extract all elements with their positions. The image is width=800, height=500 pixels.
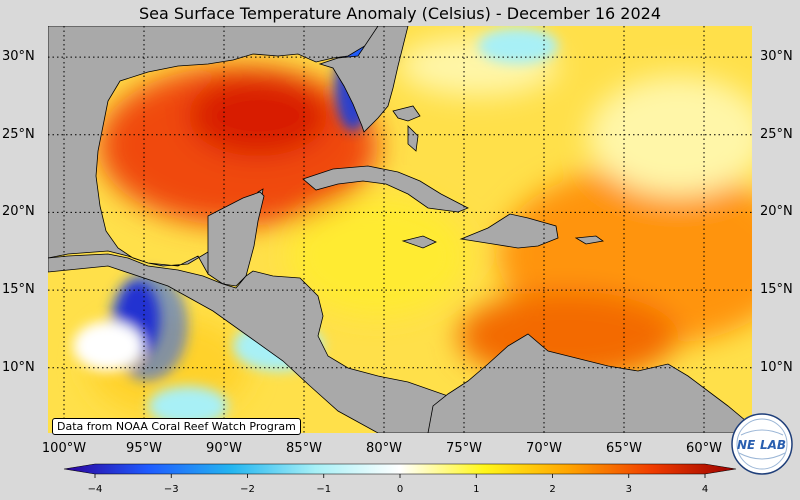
central-america-land xyxy=(48,253,449,433)
jamaica-land xyxy=(401,235,437,249)
lat-tick-label: 20°N xyxy=(2,204,35,220)
sst-anomaly-map xyxy=(48,26,752,433)
bahamas-land xyxy=(392,105,421,152)
lon-tick-label: 65°W xyxy=(606,441,642,456)
data-credit: Data from NOAA Coral Reef Watch Program xyxy=(52,418,301,435)
colorbar-tick-label: 4 xyxy=(701,484,709,495)
lat-tick-label: 20°N xyxy=(760,204,793,220)
colorbar-tick-label: 0 xyxy=(396,484,404,495)
colorbar-tick-label: 3 xyxy=(625,484,632,495)
lon-tick-label: 60°W xyxy=(686,441,722,456)
lat-tick-label: 25°N xyxy=(760,126,793,142)
lon-tick-label: 100°W xyxy=(41,441,87,456)
colorbar-bar xyxy=(63,463,737,475)
land xyxy=(48,26,752,433)
colorbar xyxy=(63,463,737,478)
puerto-rico-land xyxy=(574,235,605,245)
lon-tick-label: 85°W xyxy=(286,441,322,456)
anomaly-field xyxy=(88,36,752,416)
colorbar-tick-label: −2 xyxy=(240,484,255,495)
lat-tick-label: 15°N xyxy=(2,282,35,298)
yucatan-land xyxy=(207,191,265,287)
colorbar-tick-label: 1 xyxy=(473,484,480,495)
lat-tick-label: 30°N xyxy=(2,49,35,65)
hispaniola-land xyxy=(459,213,559,249)
lon-tick-label: 90°W xyxy=(206,441,242,456)
north-america-land xyxy=(48,26,379,285)
lat-tick-label: 10°N xyxy=(760,359,793,375)
map-title: Sea Surface Temperature Anomaly (Celsius… xyxy=(139,4,661,23)
florida-land xyxy=(318,26,409,133)
colorbar-tick-label: 2 xyxy=(549,484,556,495)
lat-tick-label: 30°N xyxy=(760,49,793,65)
lon-tick-label: 75°W xyxy=(446,441,482,456)
south-america-land xyxy=(427,333,752,433)
lon-tick-label: 80°W xyxy=(366,441,402,456)
colorbar-tick-label: −1 xyxy=(316,484,332,495)
colorbar-tick-label: −3 xyxy=(163,484,179,495)
colorbar-tick-label: −4 xyxy=(87,484,103,495)
lon-tick-label: 95°W xyxy=(126,441,162,456)
lon-tick-label: 70°W xyxy=(526,441,562,456)
svg-text:LAB: LAB xyxy=(760,438,786,452)
nexlab-logo: NE LAB xyxy=(731,413,793,475)
graticule xyxy=(48,26,752,433)
svg-text:NE: NE xyxy=(737,438,756,452)
lat-tick-label: 10°N xyxy=(2,359,35,375)
lat-tick-label: 25°N xyxy=(2,126,35,142)
lat-tick-label: 15°N xyxy=(760,282,793,298)
